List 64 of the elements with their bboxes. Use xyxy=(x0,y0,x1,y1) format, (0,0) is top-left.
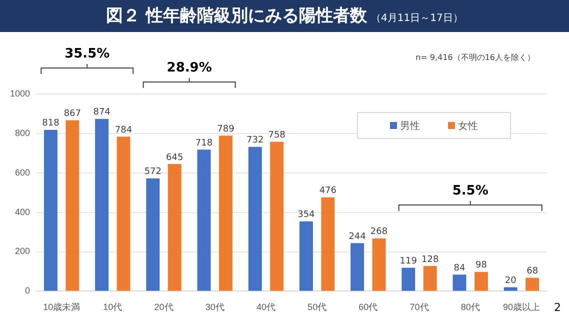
bar xyxy=(248,146,262,291)
y-tick-label: 600 xyxy=(14,167,30,178)
data-label: 645 xyxy=(166,152,184,163)
bar xyxy=(168,164,182,291)
bar xyxy=(423,266,437,291)
bar xyxy=(474,272,488,291)
text: 35.5% xyxy=(64,46,110,62)
annotation: 5.5% xyxy=(452,183,488,198)
bar xyxy=(116,136,130,291)
data-label: 128 xyxy=(422,254,439,265)
data-label: 98 xyxy=(475,260,488,271)
bar xyxy=(66,120,80,291)
bar xyxy=(270,142,284,291)
x-tick-label: 10代 xyxy=(103,302,122,312)
data-label: 758 xyxy=(268,130,286,141)
chart-subtitle: （4月11日～17日） xyxy=(371,13,463,24)
y-tick-label: 800 xyxy=(14,128,30,138)
data-label: 354 xyxy=(298,210,316,220)
x-tick-label: 60代 xyxy=(358,302,378,312)
bar xyxy=(526,278,540,291)
bar xyxy=(95,118,109,291)
legend-label: 男性 xyxy=(399,120,420,132)
bar xyxy=(372,238,386,291)
text: 2 xyxy=(554,301,561,314)
x-tick-label: 10歳未満 xyxy=(43,302,80,312)
y-tick-label: 400 xyxy=(14,206,30,217)
x-tick-label: 70代 xyxy=(410,302,429,312)
data-label: 20 xyxy=(504,276,517,286)
bar xyxy=(321,197,335,291)
data-label: 784 xyxy=(114,125,132,136)
bar xyxy=(402,268,416,291)
bar xyxy=(197,150,211,291)
bar xyxy=(44,130,58,291)
data-label: 84 xyxy=(454,263,466,274)
x-tick-label: 90歳以上 xyxy=(502,302,540,312)
data-label: 476 xyxy=(319,186,337,196)
bar xyxy=(218,136,232,291)
x-tick-label: 20代 xyxy=(154,302,174,312)
data-label: 718 xyxy=(195,138,213,148)
x-tick-label: 30代 xyxy=(205,302,224,312)
data-label: 119 xyxy=(400,256,418,267)
data-label: 244 xyxy=(348,232,366,242)
data-label: 867 xyxy=(64,109,82,120)
text: 28.9% xyxy=(166,60,212,76)
data-label: 572 xyxy=(144,167,162,178)
y-tick-label: 200 xyxy=(14,246,30,256)
bar xyxy=(452,274,466,291)
bar xyxy=(350,243,364,291)
data-label: 732 xyxy=(246,136,264,146)
x-tick-label: 40代 xyxy=(256,302,276,312)
bar xyxy=(299,221,313,291)
data-label: 874 xyxy=(93,108,111,118)
data-label: 268 xyxy=(370,227,388,238)
x-tick-label: 50代 xyxy=(308,302,327,312)
text: n= 9,416（不明の16人を除く） xyxy=(416,53,535,62)
legend-label: 女性 xyxy=(457,120,478,132)
chart-title: 図２ 性年齢階級別にみる陽性者数 xyxy=(106,6,368,26)
data-label: 68 xyxy=(526,266,538,277)
x-tick-label: 80代 xyxy=(460,302,480,312)
y-tick-label: 0 xyxy=(25,286,30,296)
bar xyxy=(146,178,160,291)
data-label: 818 xyxy=(42,118,60,129)
y-tick-label: 1000 xyxy=(10,88,30,98)
data-label: 789 xyxy=(217,124,235,134)
